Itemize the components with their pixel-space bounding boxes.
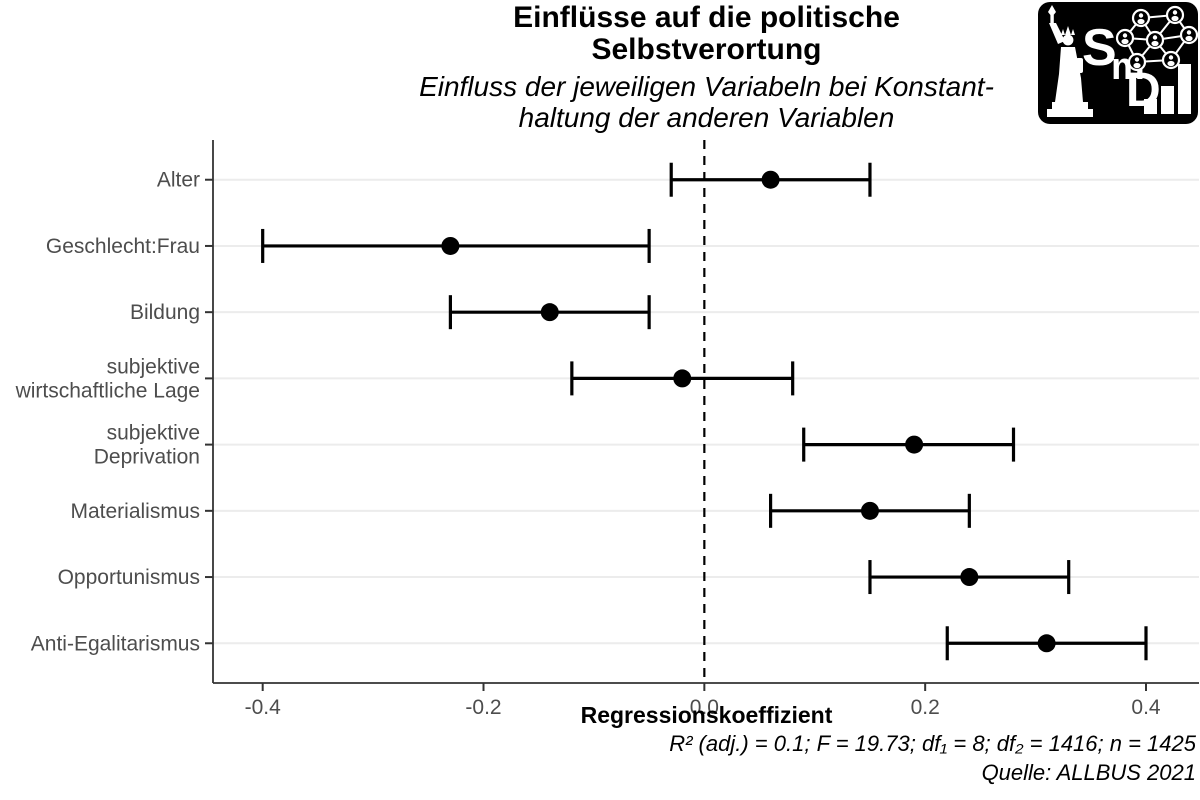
caption: R² (adj.) = 0.1; F = 19.73; df₁ = 8; df₂…: [669, 729, 1196, 787]
y-axis-label: Opportunismus: [58, 566, 200, 589]
y-axis-label: Anti-Egalitarismus: [31, 632, 200, 655]
network-icon: [1115, 5, 1198, 72]
bar-chart-icon: [1144, 64, 1191, 114]
chart-subtitle-line2: haltung der anderen Variablen: [518, 102, 895, 133]
y-axis-label: Bildung: [130, 301, 200, 324]
x-tick-label: 0.0: [690, 696, 719, 719]
point-estimate: [905, 435, 924, 454]
x-tick-label: 0.4: [1131, 696, 1161, 719]
y-axis-label: Geschlecht:Frau: [46, 235, 200, 258]
point-estimate: [1037, 634, 1056, 653]
point-estimate: [673, 369, 692, 388]
y-axis-label: Alter: [157, 169, 200, 192]
caption-stats: R² (adj.) = 0.1; F = 19.73; df₁ = 8; df₂…: [669, 731, 1196, 756]
y-axis-label: subjektive wirtschaftliche Lage: [15, 355, 200, 402]
x-tick-label: 0.2: [911, 696, 940, 719]
chart-subtitle-line1: Einfluss der jeweiligen Variabeln bei Ko…: [419, 71, 994, 102]
statue-of-liberty-icon: [1047, 5, 1093, 117]
point-estimate: [540, 303, 559, 322]
y-axis-label: Materialismus: [70, 500, 200, 523]
smd-logo: S m D: [1038, 2, 1198, 124]
x-tick-label: -0.4: [245, 696, 282, 719]
title-block: Einflüsse auf die politische Selbstveror…: [213, 1, 1200, 134]
point-estimate: [441, 236, 460, 255]
point-estimate: [860, 501, 879, 520]
chart-title-line2: Selbstverortung: [591, 33, 822, 66]
x-axis-title: Regressionskoeffizient: [580, 702, 833, 728]
chart-title-line1: Einflüsse auf die politische: [513, 1, 900, 34]
chart-subtitle: Einfluss der jeweiligen Variabeln bei Ko…: [213, 71, 1200, 133]
point-estimate: [761, 170, 780, 189]
network-nodes: [1115, 5, 1198, 72]
caption-source: Quelle: ALLBUS 2021: [981, 760, 1196, 785]
smd-logo-graphic: S m D: [1047, 5, 1198, 117]
logo-letter-s: S: [1082, 19, 1117, 77]
x-tick-label: -0.2: [465, 696, 501, 719]
point-estimate: [960, 568, 979, 587]
y-axis-label: subjektive Deprivation: [94, 422, 200, 469]
